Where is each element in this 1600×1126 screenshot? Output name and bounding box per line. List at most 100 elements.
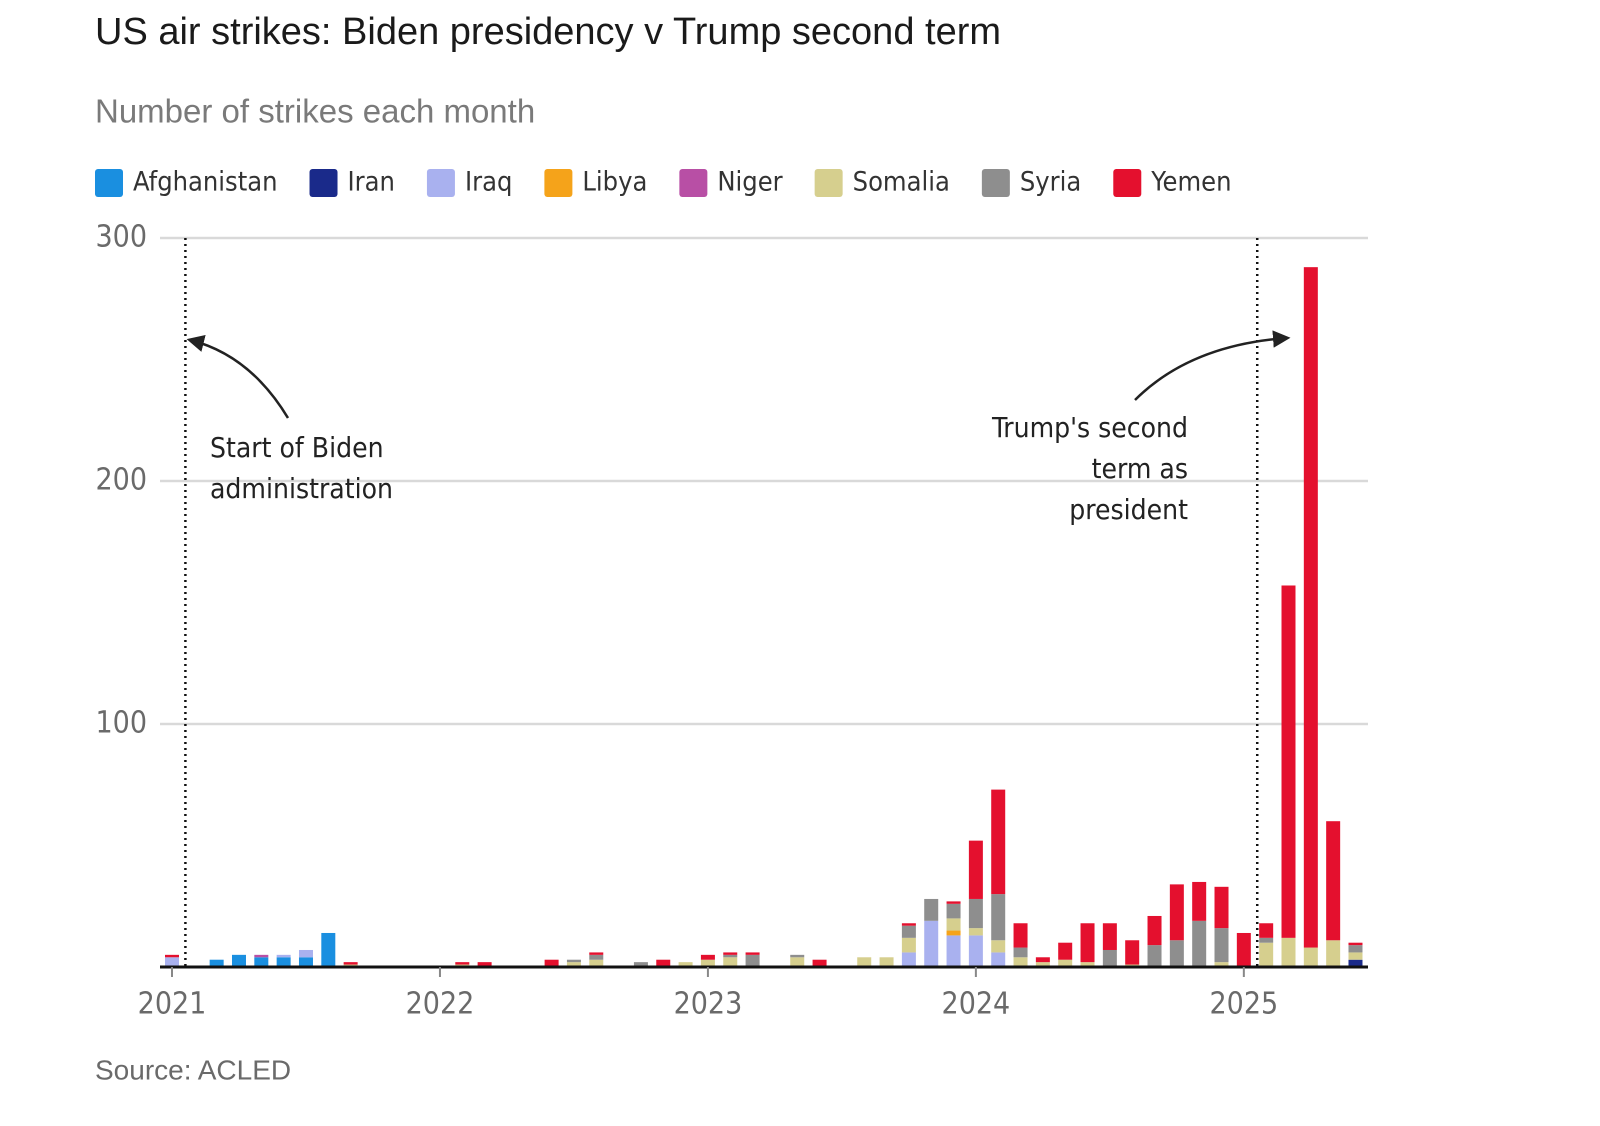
bar-segment xyxy=(1281,585,1296,938)
x-tick-label: 2023 xyxy=(674,987,743,1022)
bar-segment xyxy=(790,954,805,958)
legend-label: Iran xyxy=(348,167,395,198)
annotation-arrow xyxy=(1134,330,1291,401)
legend-label: Libya xyxy=(582,167,647,198)
bar-segment xyxy=(1080,923,1095,963)
bar-segment xyxy=(1348,959,1363,967)
bar-segment xyxy=(790,957,805,967)
bar-segment xyxy=(1035,962,1050,967)
bar-segment xyxy=(723,957,738,967)
bar-segment xyxy=(455,962,470,965)
source: Source: ACLED xyxy=(95,1054,291,1085)
bar-segment xyxy=(968,898,983,929)
legend-swatch xyxy=(1113,169,1142,197)
bar-segment xyxy=(589,952,604,955)
bar-segment xyxy=(343,962,358,965)
bar-segment xyxy=(991,894,1006,941)
annotation: administration xyxy=(210,472,393,505)
bar-segment xyxy=(589,959,604,967)
annotation-arrow xyxy=(186,334,290,419)
bar-segment xyxy=(946,918,961,931)
bar-segment xyxy=(1169,884,1184,941)
bar-segment xyxy=(1013,947,1028,958)
bar-segment xyxy=(968,928,983,936)
bar-segment xyxy=(946,930,961,936)
bar-segment xyxy=(544,959,559,967)
bar-segment xyxy=(477,962,492,967)
bar-segment xyxy=(254,954,269,958)
bar-segment xyxy=(1102,949,1117,967)
bar-segment xyxy=(946,903,961,919)
bar-segment xyxy=(1259,937,1274,943)
bar-segment xyxy=(1348,945,1363,953)
bar-segment xyxy=(901,952,916,967)
bar-segment xyxy=(1281,937,1296,967)
bar-segment xyxy=(1326,821,1341,941)
legend-swatch xyxy=(544,169,573,197)
bar-segment xyxy=(723,952,738,955)
bar-segment xyxy=(991,789,1006,895)
bar-segment xyxy=(254,957,269,967)
bar-segment xyxy=(298,957,313,967)
legend-swatch xyxy=(309,169,338,197)
bar-segment xyxy=(566,962,581,967)
y-tick-label: 100 xyxy=(95,706,147,741)
bar-segment xyxy=(1236,932,1251,967)
bar-segment xyxy=(991,952,1006,967)
bar-segment xyxy=(924,898,939,921)
bar-segment xyxy=(700,954,715,960)
bar-segment xyxy=(633,962,648,967)
bar-segment xyxy=(1080,962,1095,967)
legend-label: Niger xyxy=(717,167,782,198)
bar-segment xyxy=(165,957,179,967)
bar-segment xyxy=(276,957,291,967)
bar-segment xyxy=(812,959,827,967)
bar-segment xyxy=(1214,928,1229,963)
legend-swatch xyxy=(981,169,1010,197)
legend-swatch xyxy=(95,169,123,197)
annotation: Start of Biden xyxy=(210,431,384,464)
x-tick-label: 2024 xyxy=(942,987,1011,1022)
bar-segment xyxy=(879,957,894,967)
bar-segment xyxy=(968,840,983,899)
bar-segment xyxy=(678,962,693,967)
bar-segment xyxy=(209,959,224,967)
y-tick-label: 200 xyxy=(95,463,147,498)
bar-segment xyxy=(1303,947,1318,967)
bar-segment xyxy=(321,932,336,967)
legend-label: Syria xyxy=(1020,167,1081,198)
bar-segment xyxy=(1058,942,1073,960)
bar-segment xyxy=(1058,959,1073,967)
x-tick-label: 2025 xyxy=(1210,987,1279,1022)
bar-segment xyxy=(1147,915,1162,946)
chart-title: US air strikes: Biden presidency v Trump… xyxy=(95,11,1001,53)
bar-segment xyxy=(901,925,916,938)
bar-segment xyxy=(1303,267,1318,948)
legend-label: Somalia xyxy=(853,167,950,198)
bar-segment xyxy=(1348,952,1363,960)
legend-label: Iraq xyxy=(465,167,512,198)
bar-segment xyxy=(1169,940,1184,967)
bar-segment xyxy=(745,954,760,967)
bar-segment xyxy=(1192,920,1207,967)
legend-swatch xyxy=(426,169,455,197)
y-tick-label: 300 xyxy=(95,220,147,255)
x-tick-label: 2022 xyxy=(406,987,475,1022)
bar-segment xyxy=(1214,886,1229,929)
bar-segment xyxy=(1013,957,1028,967)
chart-subtitle: Number of strikes each month xyxy=(95,93,535,130)
bar-segment xyxy=(1326,940,1341,967)
annotation: term as xyxy=(1092,452,1188,485)
bar-segment xyxy=(1147,945,1162,967)
legend-label: Afghanistan xyxy=(133,167,278,198)
bar-segment xyxy=(165,954,179,958)
bar-segment xyxy=(589,954,604,960)
bar-segment xyxy=(700,959,715,967)
bar-segment xyxy=(968,935,983,967)
bar-segment xyxy=(946,935,961,967)
bar-segment xyxy=(901,923,916,926)
bar-segment xyxy=(991,940,1006,953)
annotation: Trump's second xyxy=(991,411,1188,444)
bar-segment xyxy=(298,949,313,958)
